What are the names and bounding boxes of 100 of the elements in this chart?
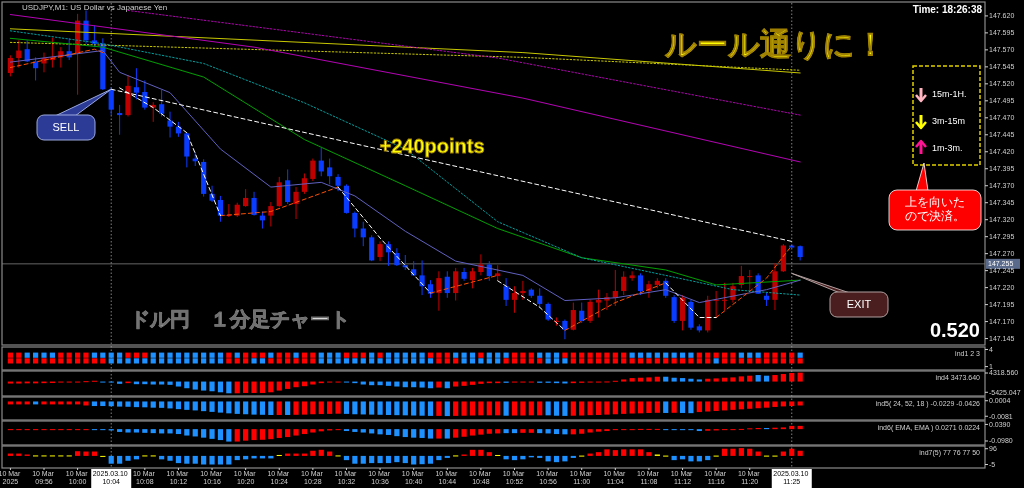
bar: [520, 455, 526, 460]
bar: [637, 377, 644, 382]
bar: [201, 381, 207, 391]
bar: [604, 449, 610, 456]
bar: [637, 449, 644, 456]
candlestick: [545, 302, 551, 322]
bar: [621, 379, 627, 382]
bar: [747, 375, 753, 382]
candlestick: [251, 191, 257, 217]
candlestick: [33, 56, 39, 81]
bar: [738, 376, 744, 382]
candlestick: [436, 270, 442, 312]
bar: [696, 379, 702, 382]
bar: [595, 452, 602, 456]
bar: [621, 449, 627, 456]
annotation: +240points: [379, 135, 485, 157]
candlestick: [461, 267, 467, 282]
bar: [243, 381, 249, 393]
bar: [251, 381, 257, 393]
candlestick: [285, 168, 291, 205]
candlestick: [352, 211, 358, 238]
candlestick: [327, 158, 333, 185]
candlestick: [587, 299, 593, 324]
candlestick: [108, 86, 114, 116]
bar: [730, 448, 736, 456]
bar: [713, 378, 719, 382]
bar: [747, 448, 753, 456]
bar: [730, 377, 736, 382]
bar: [789, 448, 795, 456]
bar: [343, 455, 350, 461]
bar: [772, 375, 778, 382]
bar: [570, 455, 576, 458]
bar: [679, 378, 686, 382]
bar: [705, 378, 711, 382]
candlestick: [503, 277, 509, 307]
candlestick: [167, 111, 173, 138]
bar: [478, 449, 484, 456]
bar: [402, 455, 408, 464]
bar: [226, 381, 232, 394]
bar: [369, 455, 375, 464]
candlestick: [133, 67, 140, 100]
candlestick: [117, 104, 123, 136]
bar: [646, 377, 652, 382]
bar: [394, 455, 400, 463]
bar: [738, 448, 744, 456]
bar: [150, 381, 156, 385]
bar: [209, 381, 215, 392]
bar: [318, 449, 324, 456]
annotation: ドル円 １分足チャート: [130, 307, 350, 331]
candlestick: [595, 289, 602, 319]
candlestick: [621, 270, 627, 296]
bar: [469, 449, 476, 456]
bar: [167, 381, 173, 385]
candlestick: [629, 270, 635, 282]
candlestick: [268, 201, 274, 227]
bar: [385, 381, 392, 386]
bar: [192, 455, 198, 464]
bar: [108, 455, 114, 464]
bar: [75, 451, 81, 456]
candlestick: [91, 24, 98, 48]
candlestick: [293, 186, 299, 220]
annotation: 上を向いたので決済。: [905, 195, 965, 223]
bar: [117, 455, 123, 464]
bar: [293, 453, 299, 456]
annotation: 0.520: [929, 319, 980, 341]
bar: [419, 381, 425, 388]
annotation: EXIT: [846, 298, 872, 311]
annotation: 3m-15m: [932, 116, 966, 126]
bar: [125, 455, 131, 461]
bar: [671, 377, 677, 382]
bar: [385, 455, 392, 464]
candlestick: [579, 302, 585, 324]
candlestick: [637, 272, 644, 296]
bar: [688, 378, 694, 382]
candlestick: [562, 319, 568, 340]
bar: [285, 381, 291, 389]
annotation: 1m-3m.: [932, 143, 963, 153]
bar: [276, 381, 282, 391]
bar: [234, 381, 240, 394]
bar: [436, 455, 442, 461]
bar: [789, 372, 795, 382]
candlestick: [419, 259, 425, 296]
annotation: ルール通りに！: [663, 26, 886, 62]
bar: [175, 381, 182, 387]
bar: [175, 455, 182, 464]
bar: [537, 455, 543, 458]
bar: [629, 378, 635, 382]
bar: [201, 455, 207, 465]
bar: [486, 452, 492, 456]
candlestick: [310, 158, 316, 182]
bar: [394, 381, 400, 387]
bar: [167, 455, 173, 461]
bar: [562, 455, 568, 462]
candlestick: [159, 89, 165, 117]
bar: [721, 377, 728, 382]
bar: [671, 455, 677, 461]
candlestick: [511, 285, 518, 314]
bar: [411, 455, 417, 465]
candlestick: [469, 267, 476, 289]
bar: [646, 452, 652, 456]
